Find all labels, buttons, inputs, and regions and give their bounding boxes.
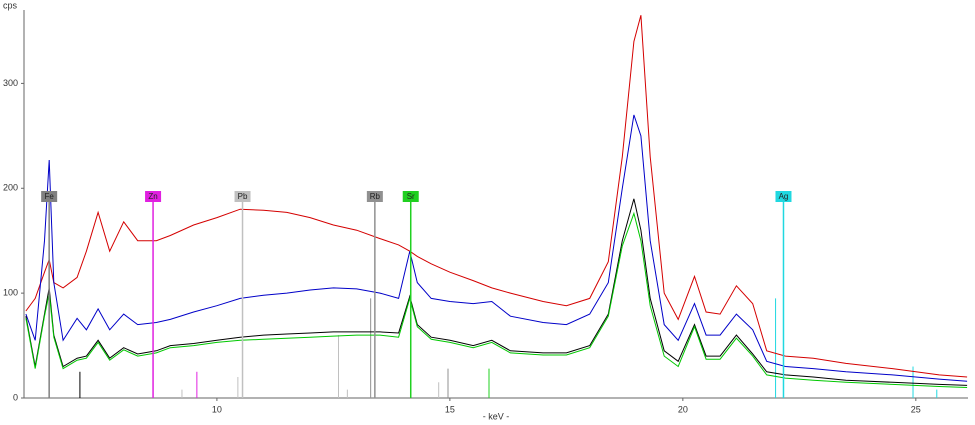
element-label-box — [41, 191, 58, 202]
plot-area — [25, 15, 968, 398]
x-tick-label: 25 — [911, 404, 921, 414]
spectrum-line — [25, 114, 968, 382]
element-label: Pb — [238, 192, 248, 201]
y-axis-label: cps — [3, 0, 18, 10]
element-label-box — [234, 191, 251, 202]
element-label: Rb — [370, 192, 381, 201]
element-label: Sr — [407, 192, 415, 201]
element-label-box — [775, 191, 792, 202]
spectrum-line — [25, 15, 968, 378]
y-tick-label: 300 — [3, 78, 18, 88]
y-tick-label: 200 — [3, 183, 18, 193]
x-tick-label: 15 — [445, 404, 455, 414]
element-label-box — [366, 191, 383, 202]
y-tick-label: 0 — [13, 392, 18, 402]
element-label-box — [145, 191, 162, 202]
x-axis-label: - keV - — [483, 411, 510, 421]
y-tick-label: 100 — [3, 288, 18, 298]
spectrum-line — [25, 198, 968, 386]
element-label: Fe — [44, 192, 54, 201]
x-tick-label: 20 — [678, 404, 688, 414]
spectrum-line — [25, 211, 968, 388]
x-tick-label: 10 — [212, 404, 222, 414]
element-label-box — [402, 191, 419, 202]
element-label: Zn — [148, 192, 157, 201]
element-label: Ag — [779, 192, 789, 201]
